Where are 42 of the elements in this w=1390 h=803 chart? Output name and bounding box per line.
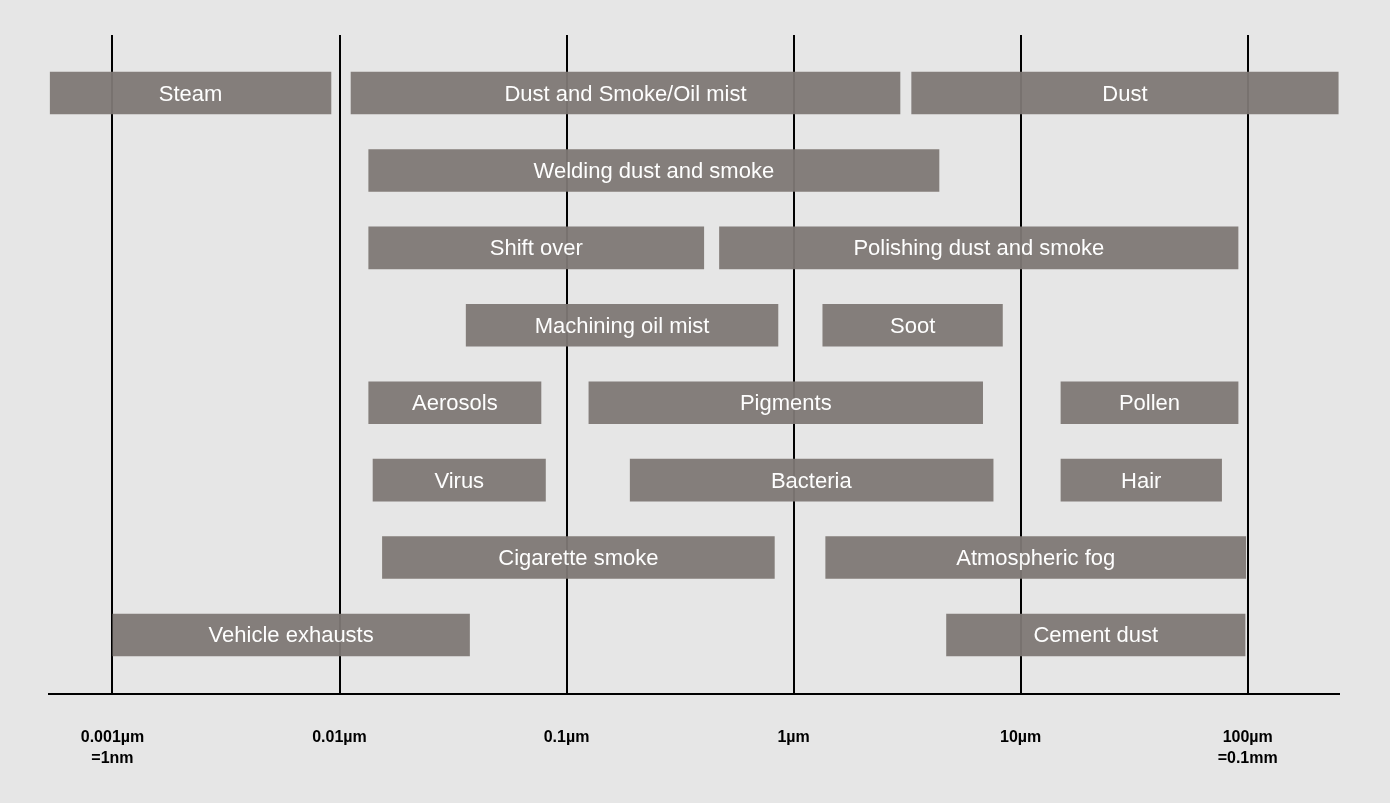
bar bbox=[368, 381, 542, 424]
data-label: Virus bbox=[434, 467, 485, 493]
x-tick-label: 100µm =0.1mm bbox=[1217, 728, 1278, 766]
data-label: Bacteria bbox=[770, 467, 853, 493]
data-label: Dust bbox=[1102, 80, 1148, 106]
bar bbox=[368, 149, 940, 192]
data-label: Dust and Smoke/Oil mist bbox=[504, 80, 747, 106]
data-label: Machining oil mist bbox=[534, 312, 710, 338]
bar bbox=[350, 71, 901, 115]
bar bbox=[629, 458, 994, 502]
bar bbox=[368, 226, 705, 270]
bar bbox=[946, 613, 1246, 657]
bar bbox=[372, 458, 546, 502]
bar bbox=[1060, 381, 1239, 424]
data-label: Steam bbox=[158, 80, 223, 106]
bar bbox=[112, 613, 470, 657]
x-tick-label: 0.1µm bbox=[543, 728, 590, 746]
data-label: Cement dust bbox=[1033, 622, 1159, 648]
data-label: Welding dust and smoke bbox=[533, 157, 775, 183]
bar bbox=[382, 536, 775, 579]
data-label: Pigments bbox=[739, 390, 832, 416]
data-label: Cigarette smoke bbox=[498, 545, 659, 571]
x-tick-label: 10µm bbox=[1000, 728, 1042, 746]
data-label: Shift over bbox=[489, 235, 583, 261]
bar bbox=[49, 71, 332, 115]
bar bbox=[911, 71, 1339, 115]
x-tick-label: 0.01µm bbox=[312, 728, 367, 746]
x-tick-label: 1µm bbox=[777, 728, 810, 746]
bar bbox=[719, 226, 1239, 270]
data-label: Atmospheric fog bbox=[956, 545, 1116, 571]
data-label: Polishing dust and smoke bbox=[853, 235, 1105, 261]
bar bbox=[1060, 458, 1222, 502]
data-label: Pollen bbox=[1118, 390, 1181, 416]
data-label: Vehicle exhausts bbox=[208, 622, 374, 648]
data-label: Aerosols bbox=[412, 390, 498, 416]
data-label: Hair bbox=[1121, 467, 1162, 493]
data-label: Soot bbox=[889, 312, 936, 338]
bar bbox=[465, 304, 779, 347]
bar bbox=[822, 304, 1003, 347]
bar bbox=[825, 536, 1247, 579]
x-tick-label: 0.001µm =1nm bbox=[80, 728, 145, 766]
bar bbox=[588, 381, 983, 424]
